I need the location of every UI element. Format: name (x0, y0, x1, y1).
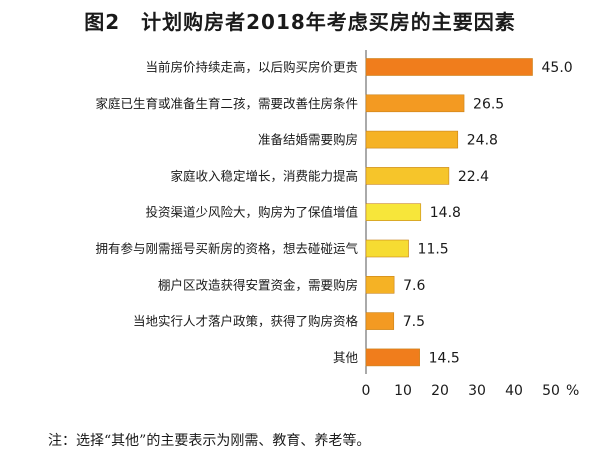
category-label: 棚户区改造获得安置资金，需要购房 (158, 277, 358, 292)
bar (365, 275, 395, 294)
value-label: 24.8 (467, 133, 498, 149)
value-label: 7.5 (403, 314, 425, 330)
bar (365, 203, 422, 221)
value-label: 11.5 (418, 242, 449, 258)
chart-footnote: 注：选择“其他”的主要表示为刚需、教育、养老等。 (48, 433, 371, 449)
x-tick-label: 50 (542, 383, 560, 399)
bar (365, 94, 465, 113)
x-tick-label: 10 (394, 383, 412, 399)
category-label: 拥有参与刚需摇号买新房的资格，想去碰碰运气 (95, 241, 358, 256)
category-label: 其他 (333, 350, 359, 365)
chart-title: 图2 计划购房者2018年考虑买房的主要因素 (84, 10, 516, 34)
x-tick-label: 0 (362, 383, 371, 399)
value-label: 22.4 (458, 169, 489, 185)
category-label: 准备结婚需要购房 (258, 132, 358, 147)
x-unit-label: % (566, 383, 579, 399)
category-label: 投资渠道少风险大，购房为了保值增值 (145, 205, 358, 220)
value-label: 26.5 (473, 96, 504, 112)
value-label: 14.5 (429, 350, 460, 366)
bar (365, 348, 420, 367)
bar (365, 58, 533, 76)
bar (365, 130, 459, 149)
value-label: 7.6 (403, 278, 425, 294)
x-tick-label: 20 (431, 383, 449, 399)
x-tick-label: 40 (505, 383, 523, 399)
category-label: 当前房价持续走高，以后购买房价更贵 (145, 60, 358, 75)
value-label: 45.0 (542, 60, 573, 76)
category-label: 当地实行人才落户政策，获得了购房资格 (133, 314, 359, 329)
category-label: 家庭已生育或准备生育二孩，需要改善住房条件 (95, 96, 358, 111)
bar (365, 239, 409, 258)
value-label: 14.8 (430, 205, 461, 221)
bar (365, 167, 450, 185)
bar (365, 312, 395, 330)
category-label: 家庭收入稳定增长，消费能力提高 (170, 168, 358, 183)
x-tick-label: 30 (468, 383, 486, 399)
